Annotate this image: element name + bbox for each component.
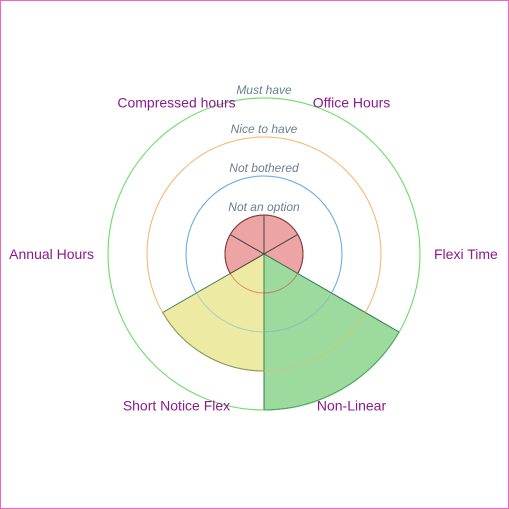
- category-label-6: Compressed hours: [117, 94, 235, 110]
- ring-overlay-3: [146, 136, 382, 372]
- sector-6[interactable]: [229, 214, 265, 255]
- ring-label-2: Not bothered: [229, 161, 299, 175]
- category-label-2: Flexi Time: [434, 246, 498, 262]
- ring-overlay-1: [224, 214, 304, 294]
- ring-label-1: Not an option: [228, 200, 300, 214]
- category-label-1: Office Hours: [313, 94, 391, 110]
- ring-label-4: Must have: [236, 83, 292, 97]
- category-label-4: Short Notice Flex: [123, 398, 230, 414]
- ring-label-3: Nice to have: [231, 122, 298, 136]
- ring-overlay-2: [185, 175, 343, 333]
- sector-4[interactable]: [161, 253, 265, 372]
- sector-3[interactable]: [263, 253, 400, 411]
- category-label-3: Non-Linear: [317, 398, 387, 414]
- category-label-5: Annual Hours: [9, 246, 94, 262]
- ring-overlay-4: [107, 97, 421, 411]
